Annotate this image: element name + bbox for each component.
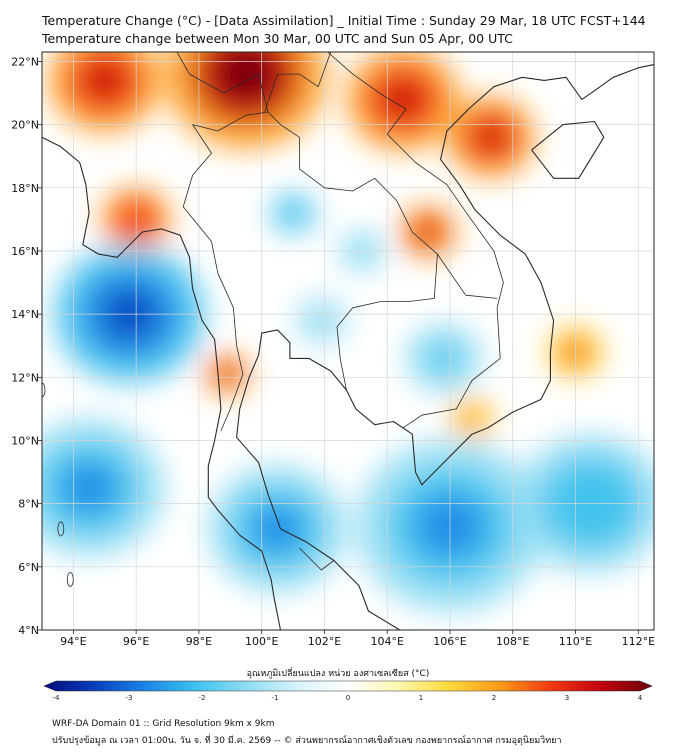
colorbar-tick-label: -3	[126, 694, 133, 702]
y-tick-label: 8°N	[18, 498, 39, 511]
x-tick-label: 108°E	[496, 635, 529, 648]
colorbar-tick-label: -4	[53, 694, 61, 702]
x-tick-label: 112°E	[622, 635, 655, 648]
field-anomaly-1-ring-2	[84, 61, 126, 100]
y-tick-label: 10°N	[11, 434, 39, 447]
colorbar-tick-label: -2	[199, 694, 206, 702]
map-subtitle: Temperature change between Mon 30 Mar, 0…	[42, 31, 513, 46]
colorbar-tick-label: 3	[565, 694, 569, 702]
field-anomaly-0-ring-2	[216, 52, 276, 102]
coastline	[42, 136, 282, 630]
temperature-field	[42, 52, 654, 630]
field-anomaly-8-ring-2	[464, 411, 480, 426]
y-tick-label: 14°N	[11, 308, 39, 321]
y-tick-label: 6°N	[18, 561, 39, 574]
island	[30, 459, 36, 473]
colorbar-tick-label: 4	[638, 694, 643, 702]
field-anomaly-3-ring-2	[474, 122, 507, 152]
map-frame	[41, 51, 655, 631]
island	[57, 521, 65, 537]
coastlines-and-borders	[30, 52, 654, 630]
country-border	[327, 52, 504, 429]
island	[42, 355, 43, 362]
x-tick-label: 110°E	[559, 635, 592, 648]
latitude-axis: 22°N 20°N 18°N 16°N 14°N 12°N 10°N 8°N 6°N 4°N	[11, 55, 42, 637]
country-border	[264, 52, 332, 113]
x-tick-label: 102°E	[308, 635, 341, 648]
model-info: WRF-DA Domain 01 :: Grid Resolution 9km …	[52, 719, 275, 729]
field-anomaly-16-ring-2	[310, 310, 333, 331]
map-title: Temperature Change (°C) - [Data Assimila…	[42, 13, 646, 28]
coastline	[236, 64, 654, 630]
colorbar-tick-label: 2	[492, 694, 496, 702]
field-anomaly-2-ring-2	[382, 80, 424, 119]
x-tick-label: 104°E	[371, 635, 404, 648]
country-border	[176, 52, 269, 113]
field-anomaly-10-ring-2	[61, 462, 117, 513]
country-border	[437, 253, 498, 299]
field-anomaly-4-ring-2	[417, 222, 439, 242]
colorbar-tick-label: -1	[272, 694, 279, 702]
island	[42, 382, 46, 398]
field-anomaly-14-ring-2	[284, 204, 303, 222]
y-tick-label: 4°N	[18, 624, 39, 637]
country-border	[192, 111, 438, 391]
colorbar-tick-label: 1	[419, 694, 423, 702]
field-anomaly-17-ring-2	[430, 345, 458, 371]
colorbar-tick-label: 0	[346, 694, 350, 702]
update-credit: ปรับปรุงข้อมูล ณ เวลา 01:00น. วัน จ. ที่…	[52, 736, 562, 746]
island	[66, 572, 74, 587]
colorbar-scale	[43, 680, 653, 692]
lat-lon-grid	[42, 52, 654, 630]
x-tick-label: 96°E	[123, 635, 149, 648]
y-tick-label: 16°N	[11, 245, 39, 258]
country-border	[299, 547, 335, 571]
colorbar: -4 -3 -2 -1 0 1 2 3 4	[43, 680, 653, 702]
x-tick-label: 100°E	[245, 635, 278, 648]
x-tick-label: 98°E	[186, 635, 212, 648]
country-border	[182, 124, 244, 432]
x-tick-label: 94°E	[60, 635, 86, 648]
coastline	[531, 120, 605, 179]
x-tick-label: 106°E	[433, 635, 466, 648]
colorbar-label: อุณหภูมิเปลี่ยนแปลง หน่วย องศาเซลเซียส (…	[246, 669, 430, 679]
longitude-axis: 94°E 96°E 98°E 100°E 102°E 104°E 106°E 108°E 110…	[60, 630, 655, 648]
field-anomaly-11-ring-2	[252, 506, 303, 552]
y-tick-label: 12°N	[11, 371, 39, 384]
y-tick-label: 22°N	[11, 55, 39, 68]
field-anomaly-6-ring-2	[219, 366, 236, 382]
y-tick-label: 20°N	[11, 119, 39, 132]
colorbar-ticks: -4 -3 -2 -1 0 1 2 3 4	[53, 694, 643, 702]
y-tick-label: 18°N	[11, 182, 39, 195]
